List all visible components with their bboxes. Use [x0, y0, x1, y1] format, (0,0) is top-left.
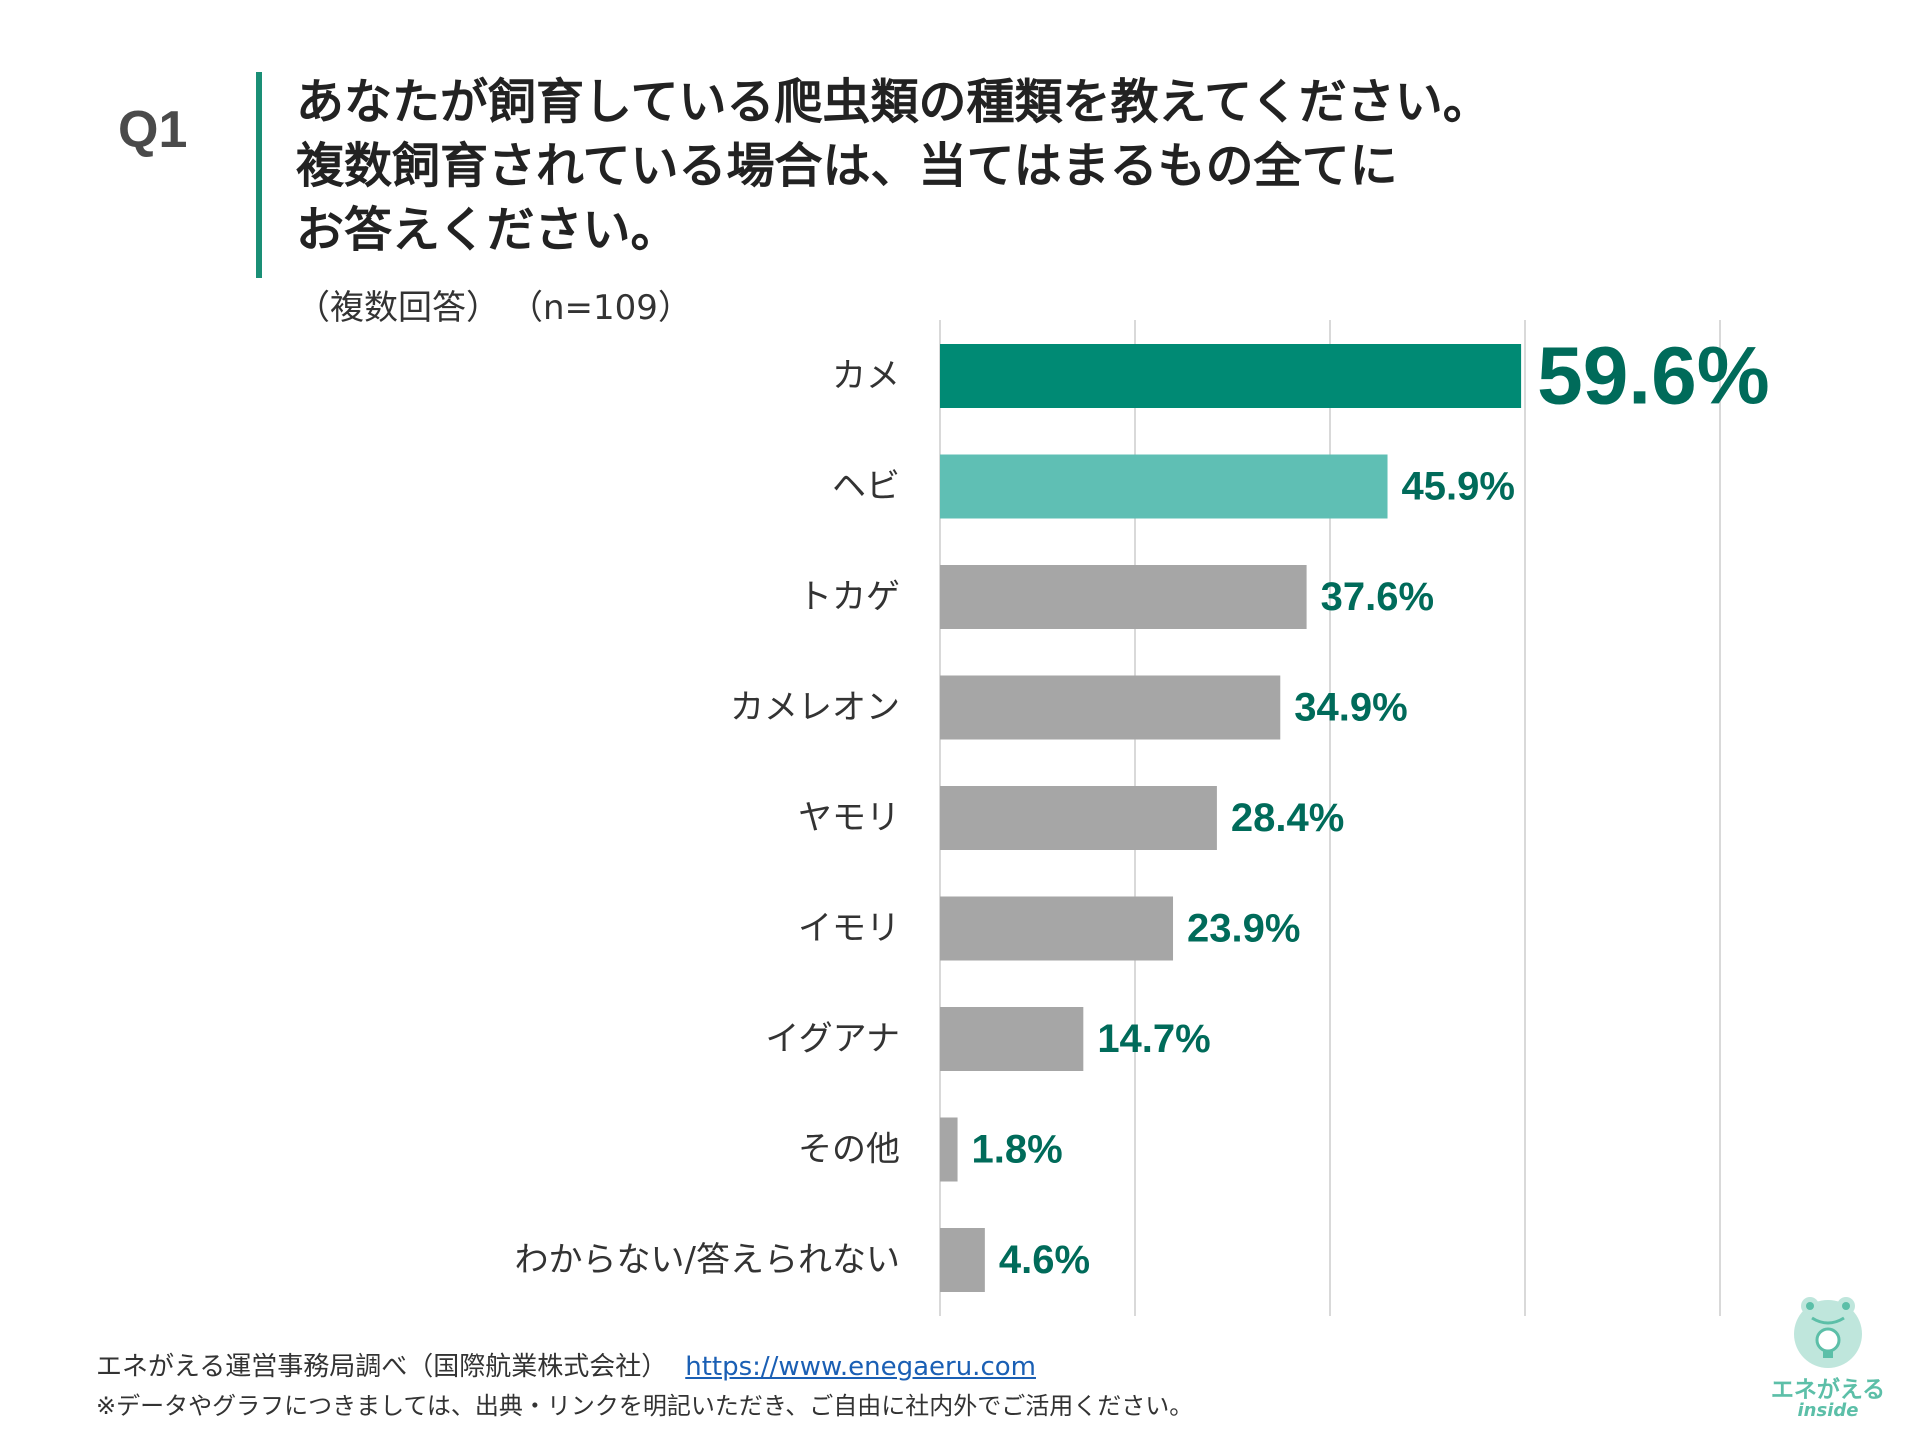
bar: [940, 454, 1388, 519]
data-label: 37.6%: [1321, 575, 1434, 619]
data-label: 4.6%: [999, 1238, 1090, 1282]
bar: [940, 675, 1281, 740]
bar: [940, 896, 1174, 961]
data-label: 1.8%: [972, 1128, 1063, 1172]
question-line: あなたが飼育している爬虫類の種類を教えてください。: [296, 74, 1491, 130]
bar: [940, 786, 1217, 850]
question-number: Q1: [118, 101, 188, 159]
bar: [940, 1228, 985, 1292]
frog-lightbulb-icon: [1794, 1297, 1862, 1368]
data-label: 28.4%: [1231, 796, 1344, 840]
answer-type: （複数回答）: [296, 288, 500, 328]
category-label: ヘビ: [832, 467, 900, 507]
data-label: 34.9%: [1294, 686, 1407, 730]
bar-chart: カメ 59.6% ヘビ 45.9% トカゲ 37.6% カメレオン 34.9% ヤモリ 28.4%…: [515, 320, 1770, 1316]
data-label: 59.6%: [1537, 331, 1770, 422]
question-line: お答えください。: [296, 202, 679, 258]
question-title: あなたが飼育している爬虫類の種類を教えてください。 複数飼育されている場合は、当…: [296, 70, 1716, 262]
logo-sub-text: inside: [1797, 1400, 1859, 1421]
category-label: カメ: [832, 356, 900, 396]
brand-logo: エネがえる inside: [1758, 1288, 1898, 1428]
question-accent-bar: [256, 72, 262, 278]
category-label: ヤモリ: [798, 798, 900, 838]
logo-brand-text: エネがえる: [1770, 1377, 1886, 1403]
source-text: エネがえる運営事務局調べ（国際航業株式会社）: [96, 1352, 668, 1382]
sample-size: （n=109）: [526, 288, 692, 328]
question-line: 複数飼育されている場合は、当てはまるもの全てに: [296, 138, 1398, 194]
data-label: 14.7%: [1097, 1017, 1210, 1061]
bar: [940, 1117, 958, 1182]
category-label: わからない/答えられない: [515, 1240, 900, 1280]
category-label: イグアナ: [765, 1019, 900, 1059]
data-label: 23.9%: [1187, 907, 1300, 951]
bar: [940, 1007, 1084, 1071]
bar: [940, 565, 1307, 629]
category-label: カメレオン: [730, 688, 900, 728]
source-link[interactable]: https://www.enegaeru.com: [685, 1352, 1036, 1382]
bar: [940, 344, 1522, 408]
category-label: イモリ: [798, 909, 900, 949]
source-credit: エネがえる運営事務局調べ（国際航業株式会社） https://www.enegae…: [96, 1346, 1036, 1383]
category-label: トカゲ: [798, 577, 900, 617]
usage-note: ※データやグラフにつきましては、出典・リンクを明記いただき、ご自由に社内外でご活…: [96, 1392, 1194, 1420]
category-label: その他: [798, 1130, 900, 1170]
response-meta: （複数回答） （n=109）: [296, 280, 692, 329]
data-label: 45.9%: [1402, 465, 1515, 509]
